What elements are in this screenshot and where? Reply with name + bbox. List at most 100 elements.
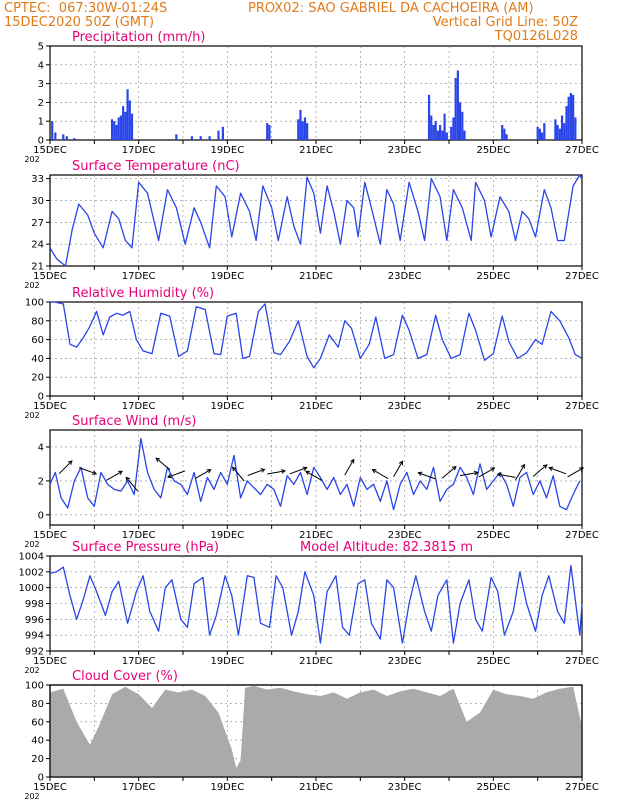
temp-ytick-label: 21 <box>31 262 44 273</box>
precip-bar <box>563 123 566 140</box>
precip-ytick-label: 2 <box>38 98 44 109</box>
press-title: Surface Pressure (hPa) <box>72 540 219 555</box>
cloud-title: Cloud Cover (%) <box>72 669 178 684</box>
cloud-panel <box>46 684 583 781</box>
precip-bar <box>556 124 559 140</box>
rh-xtick-label: 27DEC <box>565 401 599 412</box>
wind-vector-arrow <box>106 470 123 481</box>
precip-bar <box>199 136 202 140</box>
precip-panel <box>46 45 583 144</box>
wind-vector-arrow <box>79 467 97 475</box>
temp-line <box>49 174 583 267</box>
precip-bar <box>572 94 575 140</box>
wind-vector-arrow <box>289 467 307 475</box>
precip-bar <box>128 100 131 140</box>
wind-vector-arrow <box>459 472 478 477</box>
precip-bar <box>65 136 68 140</box>
precip-bar <box>554 119 557 140</box>
wind-vector-arrow <box>194 469 211 480</box>
precip-ytick-label: 4 <box>38 60 44 71</box>
precip-bar <box>51 121 54 140</box>
wind-vector-arrowhead <box>473 470 479 476</box>
press-xtick-label: 17DEC <box>122 656 156 667</box>
wind-xtick-label: 19DEC <box>210 530 244 541</box>
cloud-ytick-label: 40 <box>31 736 44 747</box>
precip-bar <box>434 121 437 140</box>
wind-xtick-label: 23DEC <box>388 530 422 541</box>
precip-bar <box>439 124 442 140</box>
precip-bar <box>463 130 466 140</box>
press-ytick-label: 1000 <box>19 583 44 594</box>
wind-vector-arrow <box>418 472 436 480</box>
wind-panel <box>46 429 585 529</box>
cloud-xtick-label: 25DEC <box>476 782 510 793</box>
temp-ytick-label: 30 <box>31 196 44 207</box>
press-xtick-label: 23DEC <box>388 656 422 667</box>
press-line <box>49 564 583 644</box>
wind-line <box>49 437 581 511</box>
precip-bar <box>427 94 431 140</box>
press-xtick-label: 19DEC <box>210 656 244 667</box>
wind-ytick-label: 0 <box>38 510 44 521</box>
wind-title: Surface Wind (m/s) <box>72 414 196 429</box>
wind-vector-arrow <box>441 466 457 479</box>
precip-bar <box>266 123 269 140</box>
precip-bar <box>119 115 123 140</box>
precip-bar <box>62 134 65 140</box>
precip-bar <box>432 124 435 140</box>
precip-ytick-label: 5 <box>38 42 44 53</box>
rh-ytick-label: 40 <box>31 354 44 365</box>
precip-xtick-year: 202 <box>24 155 39 164</box>
press-ytick-label: 1004 <box>19 552 44 563</box>
precip-bar <box>560 115 564 140</box>
cloud-xtick-label: 23DEC <box>388 782 422 793</box>
wind-vector-arrow <box>393 460 403 478</box>
wind-vector-arrow <box>232 466 245 482</box>
temp-xtick-label: 19DEC <box>210 271 244 282</box>
precip-bar <box>306 123 309 140</box>
precip-xtick-label: 15DEC <box>33 145 67 156</box>
wind-vector-arrowhead <box>398 460 404 466</box>
rh-ytick-label: 20 <box>31 373 44 384</box>
rh-ytick-label: 100 <box>25 298 44 309</box>
precip-xtick-label: 25DEC <box>476 145 510 156</box>
wind-vector-arrow <box>372 469 389 480</box>
precip-bar <box>175 134 178 140</box>
wind-vector-arrowhead <box>520 463 525 469</box>
precip-xtick-label: 23DEC <box>388 145 422 156</box>
precip-bar <box>458 102 462 140</box>
wind-vector-arrow <box>344 459 355 476</box>
rh-ytick-label: 0 <box>38 392 44 403</box>
precip-ytick-label: 3 <box>38 79 44 90</box>
precip-bar <box>501 124 504 140</box>
header-line3-right: TQ0126L028 <box>494 29 578 44</box>
temp-panel <box>46 174 583 270</box>
wind-vector-arrowhead <box>281 469 286 474</box>
wind-vector-arrowhead <box>371 469 377 474</box>
cloud-ytick-label: 100 <box>25 681 44 692</box>
wind-vector-arrowhead <box>118 470 123 475</box>
press-xtick-label: 15DEC <box>33 656 67 667</box>
cloud-xtick-year: 202 <box>24 792 39 800</box>
temp-xtick-label: 23DEC <box>388 271 422 282</box>
temp-xtick-label: 21DEC <box>299 271 333 282</box>
precip-bar <box>124 111 127 140</box>
rh-xtick-label: 23DEC <box>388 401 422 412</box>
precip-bar <box>456 70 459 140</box>
wind-xtick-label: 17DEC <box>122 530 156 541</box>
header-line1-right: PROX02: SAO GABRIEL DA CACHOEIRA (AM) <box>248 1 534 16</box>
temp-ytick-label: 24 <box>31 240 44 251</box>
precip-bar <box>543 123 546 140</box>
wind-vector-arrowhead <box>350 458 355 464</box>
precip-bar <box>301 121 304 140</box>
cloud-xtick-label: 21DEC <box>299 782 333 793</box>
wind-vector-arrow <box>497 473 516 478</box>
wind-vector-arrowhead <box>166 473 172 479</box>
cloud-xtick-label: 19DEC <box>210 782 244 793</box>
wind-vector-arrowhead <box>231 466 237 472</box>
wind-xtick-label: 21DEC <box>299 530 333 541</box>
precip-bar <box>538 128 541 140</box>
rh-line <box>50 301 583 369</box>
wind-vector-arrowhead <box>92 470 98 475</box>
